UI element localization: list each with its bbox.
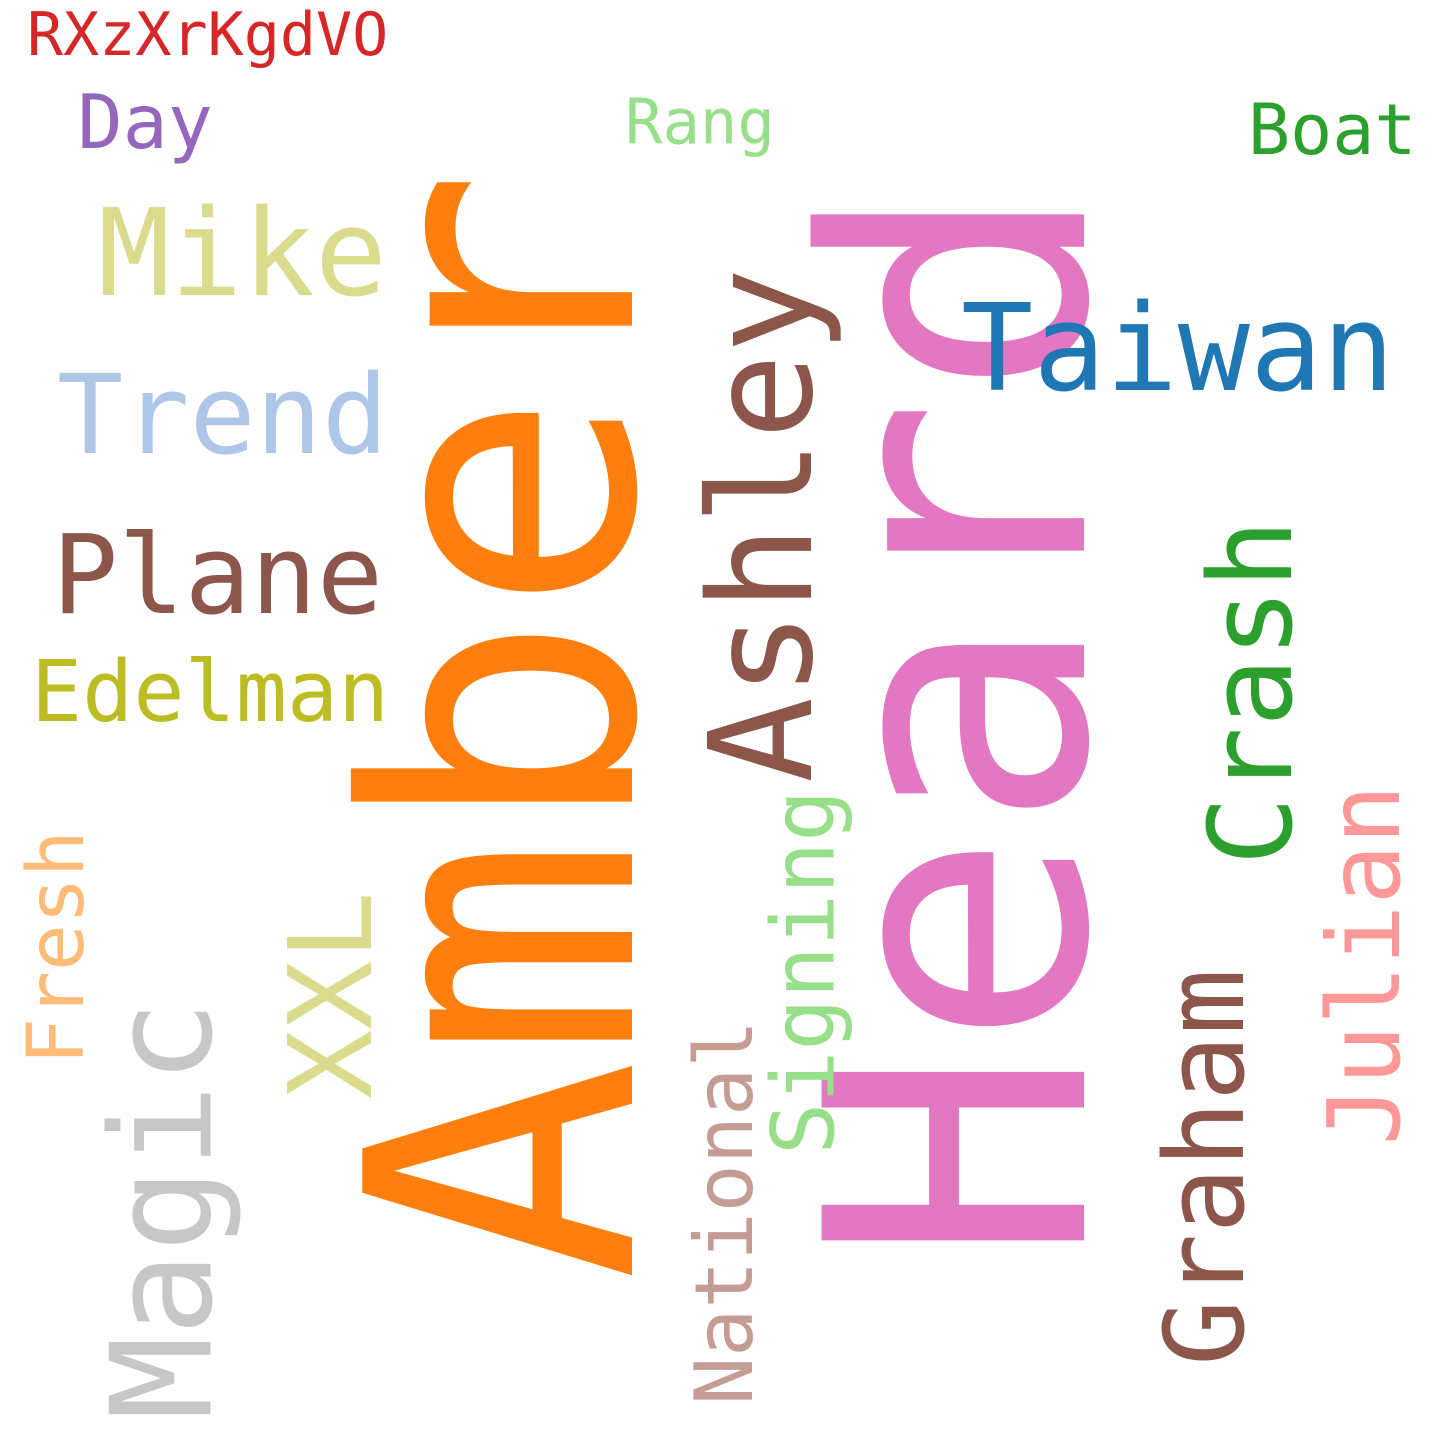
- word-rang: Rang: [625, 85, 775, 159]
- word-rxz: RXzXrKgdVO: [27, 0, 389, 70]
- word-taiwan: Taiwan: [961, 280, 1395, 419]
- word-crash: Crash: [1185, 519, 1319, 866]
- word-mike: Mike: [98, 185, 387, 324]
- word-day: Day: [77, 78, 213, 166]
- word-fresh: Fresh: [12, 830, 102, 1065]
- word-xxl: XXL: [265, 891, 399, 1099]
- word-boat: Boat: [1248, 89, 1417, 171]
- word-national: National: [678, 1019, 771, 1405]
- word-julian: Julian: [1306, 784, 1423, 1146]
- word-plane: Plane: [52, 511, 384, 639]
- word-signing: Signing: [754, 789, 855, 1155]
- word-ashley: Ashley: [679, 267, 845, 783]
- word-trend: Trend: [57, 351, 389, 479]
- word-edelman: Edelman: [31, 643, 390, 742]
- word-graham: Graham: [1141, 968, 1269, 1366]
- word-magic: Magic: [80, 1000, 244, 1420]
